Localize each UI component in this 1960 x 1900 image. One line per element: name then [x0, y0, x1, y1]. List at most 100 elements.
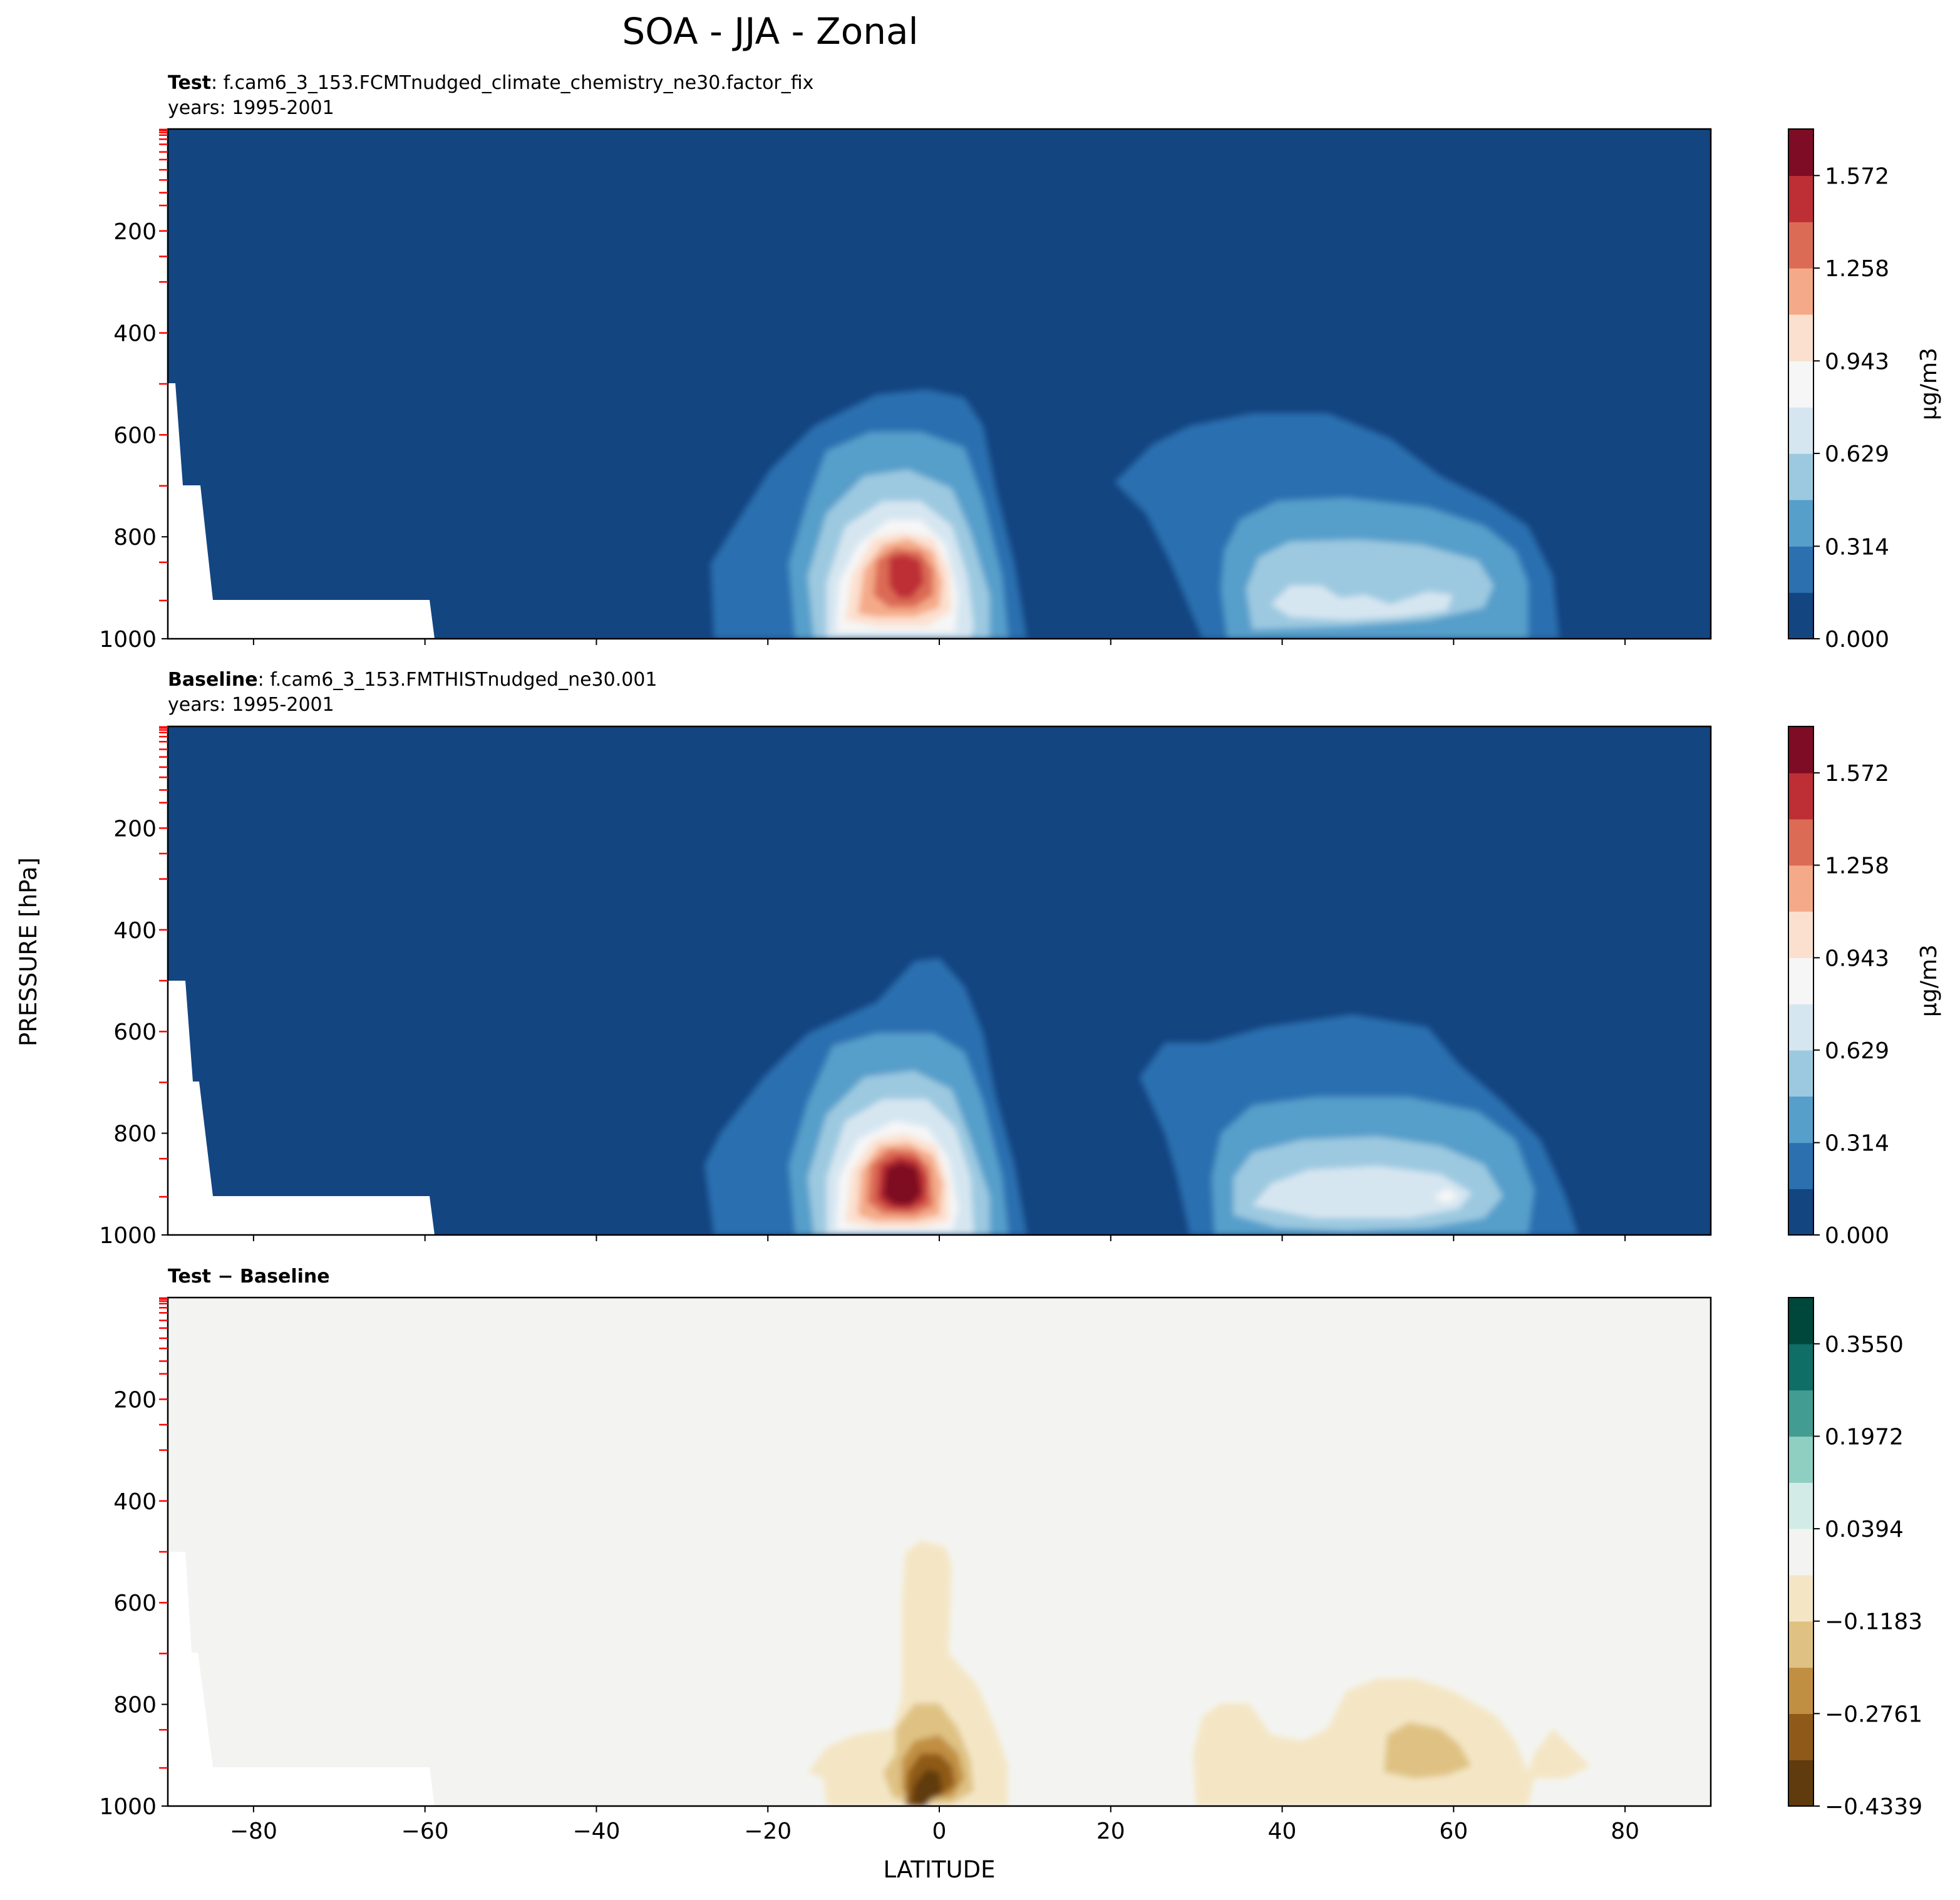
colorbar-segment — [1788, 958, 1813, 1004]
colorbar-segment — [1788, 1004, 1813, 1051]
colorbar-segment — [1788, 911, 1813, 958]
y-tick-label: 600 — [113, 423, 157, 448]
contour-field-diff — [168, 1298, 1711, 1806]
y-tick-label: 800 — [113, 1122, 157, 1147]
colorbar-frame — [1788, 1297, 1814, 1807]
band-1.572 — [883, 1162, 922, 1206]
x-tick-label: −40 — [572, 1819, 620, 1844]
colorbar-segment — [1788, 268, 1813, 315]
y-tick-label: 600 — [113, 1591, 157, 1616]
colorbar-segment — [1788, 407, 1813, 454]
band-1.415 — [889, 554, 924, 598]
colorbar-segment — [1788, 865, 1813, 912]
colorbar-segment — [1788, 129, 1813, 176]
x-axis-diff: −80 −60 −40 −20 0 20 40 60 80 — [230, 1806, 1639, 1844]
y-tick-label: 200 — [113, 816, 157, 842]
colorbar-tick-label: 0.0394 — [1825, 1517, 1904, 1542]
panel-baseline-label: Baseline: f.cam6_3_153.FMTHISTnudged_ne3… — [168, 669, 658, 691]
colorbar-tick-label: 1.572 — [1825, 761, 1889, 787]
x-tick-label: 80 — [1611, 1819, 1639, 1844]
panel-baseline-label-bold: Baseline — [168, 669, 258, 691]
y-axis-test: 200 400 600 800 1000 — [99, 219, 168, 653]
y-tick-label: 200 — [113, 1387, 157, 1413]
x-tick-label: 60 — [1439, 1819, 1468, 1844]
colorbar-segment — [1788, 1298, 1813, 1345]
colorbar-segment — [1788, 1667, 1813, 1714]
band-neg-0.4339 — [911, 1769, 942, 1806]
colorbar-segment — [1788, 175, 1813, 222]
colorbar-tick-label: 0.314 — [1825, 1131, 1889, 1157]
colorbar-segment — [1788, 314, 1813, 361]
colorbar-tick-label: 0.000 — [1825, 1223, 1889, 1249]
colorbar-segment — [1788, 1574, 1813, 1622]
contour-field-baseline — [168, 726, 1711, 1235]
x-tick-label: −20 — [744, 1819, 792, 1844]
x-tick-label: −60 — [401, 1819, 449, 1844]
colorbar-segment — [1788, 1343, 1813, 1391]
colorbar-segment — [1788, 1760, 1813, 1807]
colorbar-segment — [1788, 1390, 1813, 1437]
x-tick-label: 20 — [1096, 1819, 1125, 1844]
y-tick-label: 1000 — [99, 1794, 157, 1820]
model-level-ticks-diff — [159, 1297, 168, 1769]
panel-diff-label: Test − Baseline — [168, 1266, 330, 1288]
y-tick-label: 400 — [113, 1489, 157, 1515]
contour-field-test — [168, 129, 1711, 639]
colorbar-diff: −0.4339 −0.2761 −0.1183 0.0394 0.1972 0.3550 — [1788, 1297, 1922, 1820]
colorbar-segment — [1788, 361, 1813, 408]
colorbar-segment — [1788, 1713, 1813, 1760]
y-tick-label: 600 — [113, 1020, 157, 1045]
panel-baseline-label-rest: : f.cam6_3_153.FMTHISTnudged_ne30.001 — [258, 669, 658, 691]
model-level-ticks-baseline — [159, 726, 168, 1198]
colorbar-frame — [1788, 726, 1814, 1236]
colorbar-tick-label: −0.2761 — [1825, 1701, 1922, 1727]
colorbar-tick-label: 0.3550 — [1825, 1332, 1904, 1358]
panel-test-label-rest: : f.cam6_3_153.FCMTnudged_climate_chemis… — [211, 72, 813, 94]
missing-data-region — [168, 383, 435, 639]
colorbar-segment — [1788, 726, 1813, 773]
x-tick-label: 40 — [1268, 1819, 1297, 1844]
colorbar-frame — [1788, 128, 1814, 639]
colorbar-segment — [1788, 453, 1813, 500]
x-tick-label: 0 — [932, 1819, 947, 1844]
colorbar-label: μg/m3 — [1916, 944, 1942, 1017]
y-tick-label: 1000 — [99, 627, 157, 653]
colorbar-segment — [1788, 1482, 1813, 1529]
y-axis-label: PRESSURE [hPa] — [15, 857, 42, 1046]
colorbar-tick-label: 0.000 — [1825, 627, 1889, 653]
colorbar-tick-label: −0.4339 — [1825, 1794, 1922, 1820]
colorbar-segment — [1788, 1096, 1813, 1144]
x-axis-label: LATITUDE — [884, 1856, 996, 1883]
colorbar-segment — [1788, 1621, 1813, 1668]
colorbar-segment — [1788, 222, 1813, 269]
colorbar-tick-label: 1.572 — [1825, 163, 1889, 189]
colorbar-segment — [1788, 1436, 1813, 1483]
figure-title: SOA - JJA - Zonal — [622, 10, 918, 53]
panel-baseline: Baseline: f.cam6_3_153.FMTHISTnudged_ne3… — [99, 669, 1942, 1249]
panel-diff: Test − Baseline — [99, 1266, 1922, 1844]
y-tick-label: 400 — [113, 918, 157, 944]
colorbar-segment — [1788, 592, 1813, 639]
missing-data-region — [168, 981, 435, 1235]
y-tick-label: 800 — [113, 525, 157, 550]
panel-test-years: years: 1995-2001 — [168, 97, 334, 119]
colorbar-segment — [1788, 546, 1813, 593]
colorbar-test: 0.000 0.314 0.629 0.943 1.258 1.572 μg/m3 — [1788, 128, 1942, 653]
colorbar-segment — [1788, 1529, 1813, 1576]
colorbar-segment — [1788, 773, 1813, 820]
colorbar-tick-label: 0.629 — [1825, 1038, 1889, 1064]
y-tick-label: 800 — [113, 1693, 157, 1718]
colorbar-tick-label: 1.258 — [1825, 854, 1889, 879]
colorbar-baseline: 0.000 0.314 0.629 0.943 1.258 1.572 μg/m3 — [1788, 726, 1942, 1249]
colorbar-tick-label: 0.629 — [1825, 441, 1889, 467]
y-tick-label: 400 — [113, 321, 157, 347]
y-axis-baseline: 200 400 600 800 1000 — [99, 816, 168, 1249]
colorbar-segment — [1788, 818, 1813, 866]
y-axis-diff: 200 400 600 800 1000 — [99, 1387, 168, 1820]
x-axis-baseline — [252, 1235, 1626, 1241]
colorbar-tick-label: 0.943 — [1825, 946, 1889, 971]
colorbar-segment — [1788, 1050, 1813, 1097]
panel-test-label-bold: Test — [168, 72, 211, 94]
y-tick-label: 1000 — [99, 1223, 157, 1249]
colorbar-segment — [1788, 1189, 1813, 1236]
